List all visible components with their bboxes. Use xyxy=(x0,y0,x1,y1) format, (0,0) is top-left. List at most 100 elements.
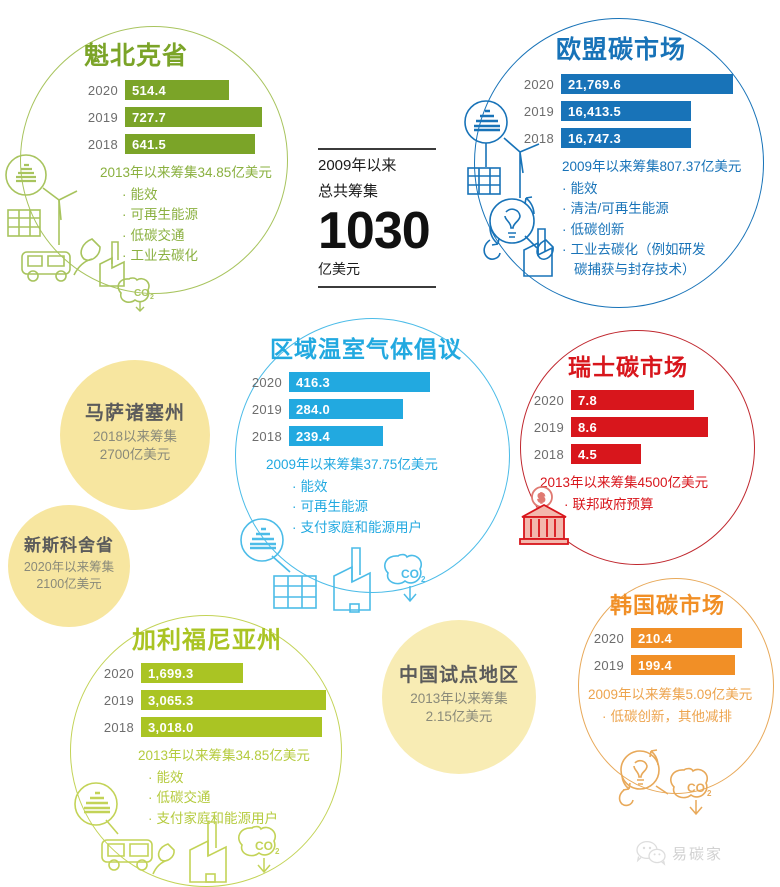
bullet-item: · 能效 xyxy=(562,179,770,199)
bullet-item: · 低碳交通 xyxy=(122,226,294,246)
bar-year-label: 2018 xyxy=(533,446,564,462)
california-subtitle: 2013年以来筹集34.85亿美元 xyxy=(138,748,310,763)
bullet-item: · 可再生能源 xyxy=(122,205,294,225)
bullet-item: · 支付家庭和能源用户 xyxy=(148,809,350,829)
quebec-title: 魁北克省 xyxy=(84,42,189,70)
massachusetts-title: 马萨诸塞州 xyxy=(84,403,185,424)
bar-value: 239.4 xyxy=(296,428,331,444)
bar-value: 284.0 xyxy=(296,401,331,417)
massachusetts-text: 马萨诸塞州 2018以来筹集 2700亿美元 xyxy=(60,398,210,464)
bullet-item: · 低碳创新 xyxy=(562,220,770,240)
korea-subtitle: 2009年以来筹集5.09亿美元 xyxy=(588,687,753,702)
bullet-item: · 低碳创新，其他减排 xyxy=(602,707,780,727)
bar-value: 3,018.0 xyxy=(148,719,194,735)
bar-year-label: 2020 xyxy=(533,392,564,408)
bar-value: 514.4 xyxy=(132,82,167,98)
bullet-item-cont: 碳捕获与封存技术） xyxy=(574,260,770,280)
eu-bullets: · 能效 · 清洁/可再生能源 · 低碳创新 · 工业去碳化（例如研发 碳捕获与封存技术… xyxy=(562,179,770,280)
bar-fill: 8.6 xyxy=(571,417,708,437)
bullet-item: · 工业去碳化（例如研发 xyxy=(562,240,770,260)
quebec-bullets: · 能效 · 可再生能源 · 低碳交通 · 工业去碳化 xyxy=(122,185,294,266)
bullet-dot: · xyxy=(148,770,153,785)
bar-value: 641.5 xyxy=(132,136,167,152)
center-total-block: 2009年以来 总共筹集 1030 亿美元 xyxy=(318,148,458,288)
rggi-circle xyxy=(235,318,510,593)
novascotia-text: 新斯科舍省 2020年以来筹集 2100亿美元 xyxy=(8,531,130,593)
quebec-bar-2020: 2020 514.4 xyxy=(84,80,294,100)
bullet-label: 能效 xyxy=(300,479,328,494)
bar-fill: 727.7 xyxy=(125,107,262,127)
bar-year-label: 2019 xyxy=(251,401,282,417)
bar-fill: 3,065.3 xyxy=(141,690,326,710)
bullet-label: 可再生能源 xyxy=(130,207,199,223)
panel-swiss: 瑞士碳市场 2020 7.8 2019 8.6 2018 4.5 2013年以来… xyxy=(530,348,760,515)
massachusetts-line1: 2018以来筹集 xyxy=(92,429,178,444)
novascotia-circle: 新斯科舍省 2020年以来筹集 2100亿美元 xyxy=(8,505,130,627)
bar-fill: 3,018.0 xyxy=(141,717,322,737)
bullet-label: 支付家庭和能源用户 xyxy=(156,810,279,826)
swiss-bar-2020: 2020 7.8 xyxy=(530,390,760,410)
bullet-item: · 清洁/可再生能源 xyxy=(562,199,770,219)
bar-year-label: 2019 xyxy=(533,419,564,435)
china-pilot-circle: 中国试点地区 2013年以来筹集 2.15亿美元 xyxy=(382,620,536,774)
divider-bottom xyxy=(318,285,436,288)
bar-value: 199.4 xyxy=(638,657,673,673)
china-pilot-line2: 2.15亿美元 xyxy=(425,709,493,725)
china-pilot-title: 中国试点地区 xyxy=(398,665,519,686)
quebec-bar-2019: 2019 727.7 xyxy=(84,107,294,127)
bar-value: 416.3 xyxy=(296,374,331,390)
bullet-label: 能效 xyxy=(570,181,598,196)
svg-text:2: 2 xyxy=(150,294,154,301)
bullet-dot: · xyxy=(148,810,153,826)
rggi-subtitle: 2009年以来筹集37.75亿美元 xyxy=(266,457,438,472)
bullet-label: 碳捕获与封存技术） xyxy=(574,262,696,277)
bullet-label: 低碳交通 xyxy=(156,790,211,806)
bar-fill: 21,769.6 xyxy=(561,74,733,94)
bar-year-label: 2020 xyxy=(523,76,554,92)
bar-fill: 284.0 xyxy=(289,399,403,419)
bar-fill: 199.4 xyxy=(631,655,735,675)
bar-value: 16,413.5 xyxy=(568,103,622,119)
bullet-dot: · xyxy=(562,181,567,196)
wechat-logo-icon xyxy=(636,840,666,866)
california-bullets: · 能效 · 低碳交通 · 支付家庭和能源用户 xyxy=(148,768,350,829)
bar-value: 7.8 xyxy=(578,392,597,408)
bullet-label: 工业去碳化（例如研发 xyxy=(570,241,706,257)
novascotia-line2: 2100亿美元 xyxy=(36,576,102,591)
swiss-subtitle: 2013年以来筹集4500亿美元 xyxy=(540,475,709,490)
watermark: 易碳家 xyxy=(636,840,723,866)
korea-title: 韩国碳市场 xyxy=(610,593,726,618)
rggi-bar-2018: 2018 239.4 xyxy=(248,426,498,446)
korea-bar-2020: 2020 210.4 xyxy=(590,628,780,648)
bar-year-label: 2018 xyxy=(251,428,282,444)
bar-fill: 16,747.3 xyxy=(561,128,691,148)
quebec-subtitle: 2013年以来筹集34.85亿美元 xyxy=(100,165,272,180)
bullet-dot: · xyxy=(122,227,127,243)
panel-eu: 欧盟碳市场 2020 21,769.6 2019 16,413.5 2018 1… xyxy=(520,30,770,280)
bar-value: 3,065.3 xyxy=(148,692,194,708)
bullet-label: 低碳创新，其他减排 xyxy=(610,709,733,724)
bar-fill: 239.4 xyxy=(289,426,383,446)
bar-year-label: 2019 xyxy=(87,109,118,125)
massachusetts-line2: 2700亿美元 xyxy=(99,447,171,463)
bullet-item: · 能效 xyxy=(148,768,350,788)
bullet-dot: · xyxy=(122,207,127,223)
bar-year-label: 2020 xyxy=(103,665,134,681)
panel-rggi: 区域温室气体倡议 2020 416.3 2019 284.0 2018 239.… xyxy=(248,330,498,538)
bullet-dot: · xyxy=(562,241,567,257)
panel-california: 加利福尼亚州 2020 1,699.3 2019 3,065.3 2018 3,… xyxy=(100,620,350,829)
bullet-label: 低碳交通 xyxy=(130,227,185,243)
novascotia-line1: 2020年以来筹集 xyxy=(23,560,115,574)
bullet-label: 能效 xyxy=(130,187,158,202)
bar-value: 210.4 xyxy=(638,630,673,646)
bar-fill: 1,699.3 xyxy=(141,663,243,683)
bullet-item: · 工业去碳化 xyxy=(122,246,294,266)
china-pilot-line1: 2013年以来筹集 xyxy=(410,691,508,706)
rggi-bar-2019: 2019 284.0 xyxy=(248,399,498,419)
bullet-dot: · xyxy=(562,221,567,237)
swiss-bullets: · 联邦政府预算 xyxy=(564,495,760,515)
bar-value: 21,769.6 xyxy=(568,76,622,92)
bar-year-label: 2019 xyxy=(523,103,554,119)
bar-year-label: 2018 xyxy=(523,130,554,146)
